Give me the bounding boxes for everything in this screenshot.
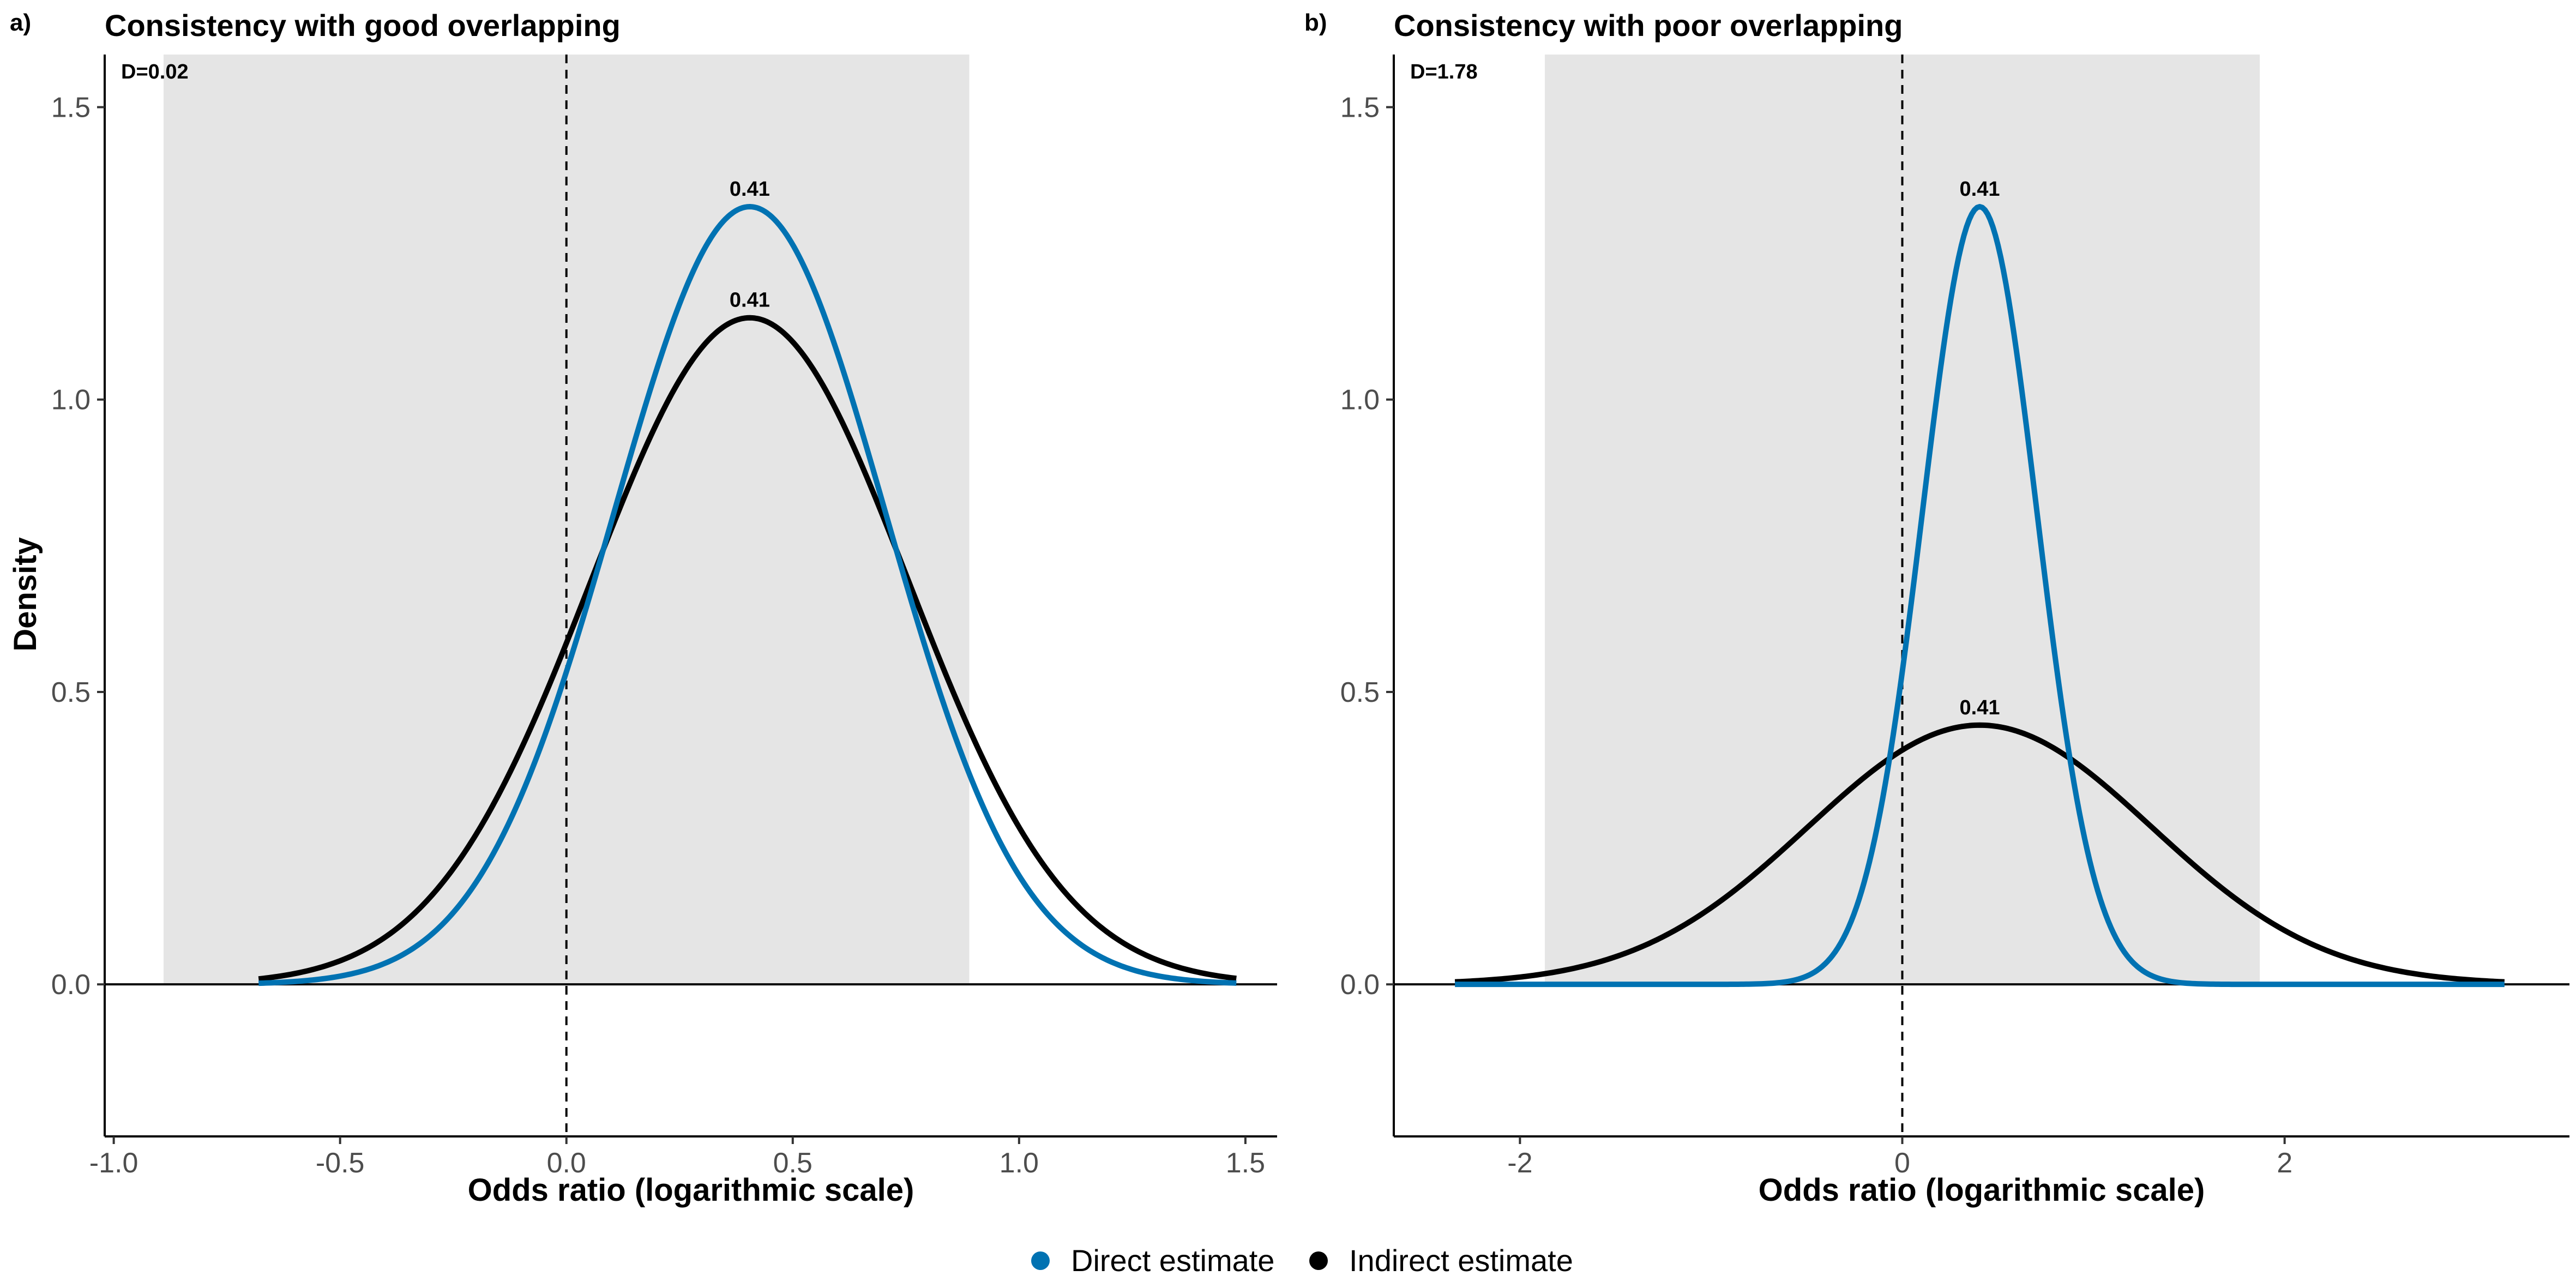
divergence-label: D=0.02 <box>121 61 189 83</box>
peak-label-indirect: 0.41 <box>1960 696 2000 719</box>
x-tick-label: -2 <box>1507 1147 1532 1179</box>
y-tick-label: 1.5 <box>1340 92 1380 124</box>
legend-marker-indirect <box>1309 1251 1328 1270</box>
legend: Direct estimate Indirect estimate <box>1031 1243 1573 1278</box>
peak-label-direct: 0.41 <box>1960 178 2000 201</box>
x-tick-label: 1.5 <box>1226 1147 1265 1179</box>
x-axis-title: Odds ratio (logarithmic scale) <box>468 1172 914 1208</box>
y-tick-label: 0.0 <box>51 969 91 1001</box>
density-curve-direct <box>258 204 1237 986</box>
panel-title: Consistency with good overlapping <box>105 8 621 43</box>
x-axis-title: Odds ratio (logarithmic scale) <box>1759 1172 2205 1208</box>
legend-label-indirect: Indirect estimate <box>1349 1243 1573 1278</box>
y-axis-title: Density <box>8 537 43 652</box>
y-tick-label: 1.5 <box>51 92 91 124</box>
panel-title: Consistency with poor overlapping <box>1394 8 1903 43</box>
x-tick-label: 2 <box>2277 1147 2292 1179</box>
density-curve-indirect <box>258 315 1237 982</box>
peak-label-direct: 0.41 <box>730 178 770 201</box>
chart-panel-1: a) Consistency with good overlapping D=0.0… <box>10 8 1277 1208</box>
y-tick-label: 0.5 <box>51 677 91 708</box>
chart-panels: a) Consistency with good overlapping D=0.0… <box>10 8 2569 1208</box>
x-tick-label: 1.0 <box>1000 1147 1039 1179</box>
divergence-label: D=1.78 <box>1410 61 1478 83</box>
panel-letter: b) <box>1304 9 1327 36</box>
chart-panel-2: b) Consistency with poor overlapping D=1.7… <box>1304 8 2569 1208</box>
x-tick-label: 0.0 <box>547 1147 586 1179</box>
x-tick-label: 0.5 <box>773 1147 812 1179</box>
y-tick-label: 0.0 <box>1340 969 1380 1001</box>
legend-marker-direct <box>1031 1251 1050 1270</box>
y-tick-label: 0.5 <box>1340 677 1380 708</box>
x-tick-label: 0 <box>1894 1147 1910 1179</box>
x-tick-label: -0.5 <box>316 1147 365 1179</box>
density-curve-direct <box>1454 204 2505 988</box>
panel-letter: a) <box>10 9 31 36</box>
y-tick-label: 1.0 <box>51 384 91 416</box>
legend-label-direct: Direct estimate <box>1071 1243 1274 1278</box>
y-tick-label: 1.0 <box>1340 384 1380 416</box>
peak-label-indirect: 0.41 <box>730 289 770 312</box>
x-tick-label: -1.0 <box>89 1147 139 1179</box>
density-curve-indirect <box>1454 722 2505 985</box>
